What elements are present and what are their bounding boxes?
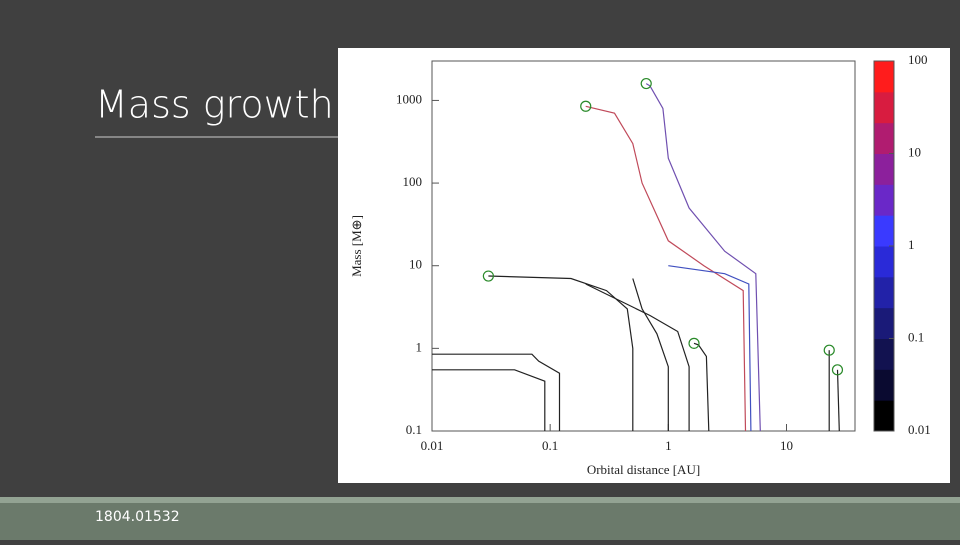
y-tick-label: 10 <box>409 257 422 272</box>
y-tick-label: 100 <box>403 174 423 189</box>
colorbar-tick-label: 10 <box>908 144 921 159</box>
colorbar-segment <box>874 184 894 216</box>
y-axis-label: Mass [M⊕] <box>349 215 364 277</box>
y-tick-label: 1 <box>416 339 423 354</box>
x-tick-label: 0.01 <box>421 438 444 453</box>
track-line <box>668 265 752 432</box>
y-tick-label: 1000 <box>396 91 422 106</box>
track-line <box>632 278 669 431</box>
colorbar-tick-label: 1 <box>908 237 915 252</box>
colorbar-segment <box>874 400 894 432</box>
colorbar-segment <box>874 276 894 309</box>
end-marker <box>688 337 700 349</box>
footer-stripe <box>0 497 960 503</box>
chart-panel <box>338 48 950 483</box>
x-tick-label: 10 <box>780 438 793 453</box>
footer-text: 1804.01532 <box>95 509 180 525</box>
colorbar-segment <box>874 122 894 154</box>
track-line <box>432 369 546 431</box>
slide-title: Mass growth <box>95 83 334 127</box>
track-line <box>585 283 690 431</box>
track-line <box>645 83 761 432</box>
end-marker <box>831 364 844 376</box>
plot-frame <box>431 60 856 432</box>
end-marker <box>580 100 592 112</box>
track-line <box>585 105 747 432</box>
colorbar-segment <box>874 369 894 401</box>
track-line <box>432 353 561 431</box>
y-tick-label: 0.1 <box>406 422 422 437</box>
colorbar-segment <box>874 246 894 278</box>
colorbar-segment <box>874 307 894 339</box>
x-tick-label: 0.1 <box>542 438 558 453</box>
colorbar-segment <box>874 153 894 185</box>
end-marker <box>823 344 835 356</box>
colorbar-segment <box>874 215 894 247</box>
end-marker <box>640 77 652 90</box>
track-line <box>693 342 710 432</box>
colorbar-segment <box>874 61 894 93</box>
colorbar-tick-label: 0.1 <box>908 329 924 344</box>
x-tick-label: 1 <box>665 438 672 453</box>
colorbar-tick-label: 100 <box>908 52 928 67</box>
end-marker <box>482 270 494 282</box>
colorbar-segment <box>874 338 894 370</box>
colorbar-segment <box>874 91 894 124</box>
x-axis-label: Orbital distance [AU] <box>587 462 700 477</box>
track-line <box>836 369 840 432</box>
footer-bar <box>0 503 960 540</box>
colorbar-tick-label: 0.01 <box>908 422 931 437</box>
